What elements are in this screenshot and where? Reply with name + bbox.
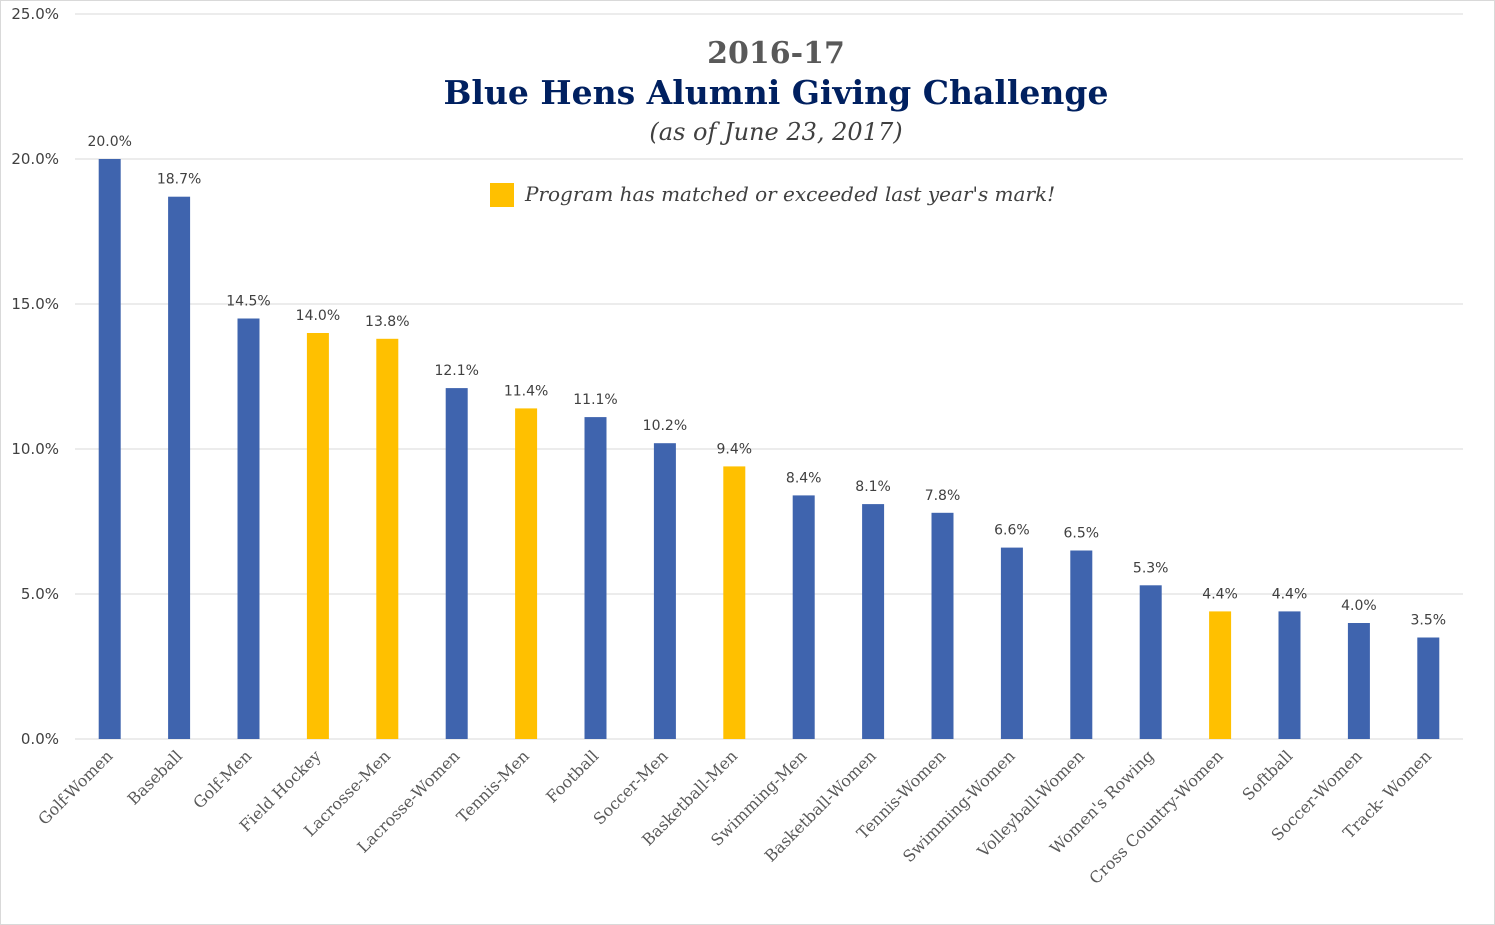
bar (515, 408, 538, 739)
data-label: 5.3% (1133, 560, 1169, 576)
bar (792, 495, 815, 739)
data-label: 4.4% (1272, 586, 1308, 602)
data-label: 3.5% (1411, 613, 1447, 629)
data-label: 14.0% (296, 308, 340, 324)
bar (1139, 585, 1162, 739)
bar (1000, 547, 1023, 739)
data-label: 4.0% (1341, 598, 1377, 614)
bar (445, 388, 468, 739)
bar (1278, 611, 1301, 739)
legend-label: Program has matched or exceeded last yea… (524, 182, 1055, 206)
chart-subtitle: (as of June 23, 2017) (649, 118, 902, 146)
bar (1417, 637, 1440, 739)
bar (584, 417, 607, 739)
bar (723, 466, 746, 739)
bar (168, 196, 191, 739)
y-tick-label: 0.0% (21, 730, 59, 748)
bar (1347, 623, 1370, 739)
category-label: Baseball (124, 746, 186, 808)
category-label: Tennis-Men (453, 746, 533, 826)
legend: Program has matched or exceeded last yea… (490, 182, 1055, 207)
data-label: 4.4% (1202, 586, 1238, 602)
category-label: Softball (1238, 746, 1296, 804)
gridlines (75, 13, 1463, 740)
data-labels: 20.0% 18.7% 14.5% 14.0% 13.8% 12.1% 11.4% 11.1%… (87, 134, 1446, 629)
data-label: 7.8% (925, 488, 961, 504)
data-label: 18.7% (157, 172, 201, 188)
y-tick-label: 20.0% (11, 150, 59, 168)
bar (653, 443, 676, 739)
y-tick-label: 15.0% (11, 295, 59, 313)
y-axis-ticks: 0.0% 5.0% 10.0% 15.0% 20.0% 25.0% (11, 5, 59, 748)
data-label: 20.0% (87, 134, 131, 150)
data-label: 9.4% (717, 441, 753, 457)
bar (1209, 611, 1232, 739)
chart-title-year: 2016-17 (707, 36, 845, 71)
bar (931, 512, 954, 739)
data-label: 11.4% (504, 383, 548, 399)
category-label: Golf-Women (34, 746, 116, 828)
bar (306, 333, 329, 739)
data-label: 8.1% (855, 479, 891, 495)
data-label: 13.8% (365, 314, 409, 330)
y-tick-label: 10.0% (11, 440, 59, 458)
data-label: 8.4% (786, 470, 822, 486)
bar (1070, 550, 1093, 739)
y-tick-label: 5.0% (21, 585, 59, 603)
data-label: 6.6% (994, 523, 1030, 539)
bar (376, 338, 399, 739)
data-label: 14.5% (226, 294, 270, 310)
y-tick-label: 25.0% (11, 5, 59, 23)
data-label: 6.5% (1064, 526, 1100, 542)
bar (862, 504, 885, 739)
data-label: 12.1% (434, 363, 478, 379)
legend-swatch (490, 183, 514, 207)
category-label: Football (542, 746, 602, 806)
bar (98, 159, 121, 739)
category-label: Golf-Men (189, 746, 255, 812)
bar (237, 318, 260, 739)
data-label: 10.2% (643, 418, 687, 434)
data-label: 11.1% (573, 392, 617, 408)
category-label: Cross Country-Women (1085, 746, 1226, 887)
bars (98, 159, 1440, 739)
chart-title: Blue Hens Alumni Giving Challenge (444, 73, 1109, 112)
